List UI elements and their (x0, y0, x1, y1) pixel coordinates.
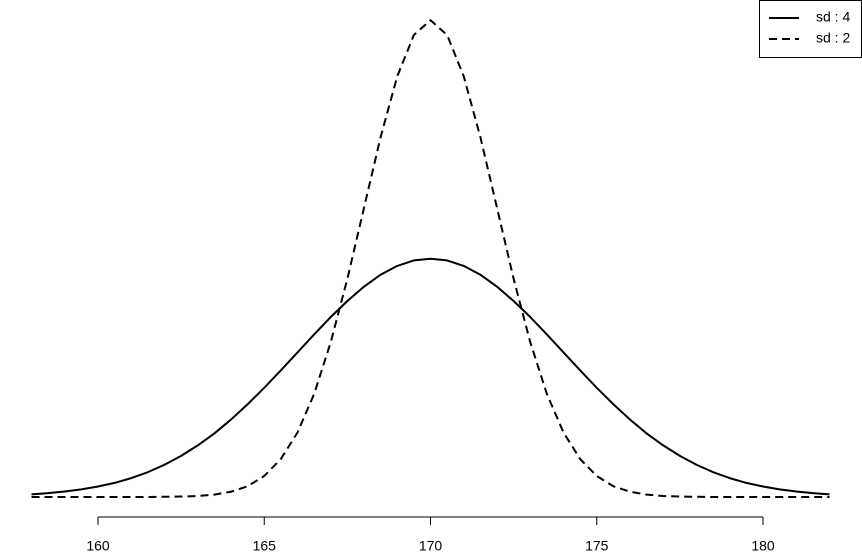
x-tick-label: 175 (585, 538, 609, 554)
x-tick-label: 165 (253, 538, 277, 554)
legend-label: sd : 4 (816, 9, 850, 25)
series-line (31, 19, 830, 498)
series-line (31, 257, 830, 496)
legend-label: sd : 2 (816, 30, 850, 46)
x-tick-label: 160 (86, 538, 110, 554)
x-tick-label: 170 (419, 538, 443, 554)
x-tick-label: 180 (751, 538, 775, 554)
